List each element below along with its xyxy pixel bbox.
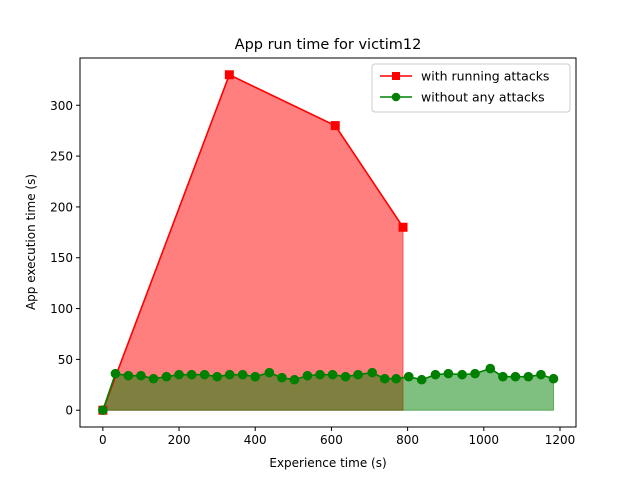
series-2-point xyxy=(264,367,275,378)
x-tick-label: 1000 xyxy=(469,433,500,447)
series-2-point xyxy=(416,374,427,385)
series-2-point xyxy=(391,373,401,384)
series-2-point xyxy=(136,370,146,381)
series-2-point xyxy=(510,371,521,382)
series-2-point xyxy=(353,369,363,380)
series-1-point xyxy=(224,70,234,80)
legend-label-2: without any attacks xyxy=(421,90,545,105)
series-2-point xyxy=(302,370,313,381)
series-2-point xyxy=(315,369,325,380)
x-tick-label: 200 xyxy=(168,433,191,447)
series-2-point xyxy=(212,371,222,382)
series-2-point xyxy=(485,363,496,374)
series-2-point xyxy=(289,374,300,385)
series-2-point xyxy=(443,368,454,379)
series-2-point xyxy=(174,369,184,380)
series-2-point xyxy=(536,369,546,380)
series-2-point xyxy=(199,369,210,380)
series-2-point xyxy=(98,405,108,416)
series-2-point xyxy=(250,371,261,382)
series-2-point xyxy=(498,371,508,382)
legend-box xyxy=(371,63,571,113)
y-tick-label: 300 xyxy=(50,99,73,113)
x-tick-label: 0 xyxy=(99,433,107,447)
series-2-point xyxy=(224,369,235,380)
legend: with running attacks without any attacks xyxy=(371,63,571,113)
axes-frame xyxy=(79,57,577,428)
series-2-point xyxy=(403,371,414,382)
series-1-line xyxy=(102,73,404,411)
series-2-point xyxy=(523,371,534,382)
series-2-point xyxy=(548,373,559,384)
series-2-point xyxy=(340,371,351,382)
x-tick-label: 600 xyxy=(320,433,343,447)
y-tick-label: 150 xyxy=(50,251,73,265)
series-2-point xyxy=(161,371,172,382)
x-tick-label: 400 xyxy=(244,433,267,447)
series-2-point xyxy=(237,369,248,380)
series-2-point xyxy=(327,369,338,380)
series-1-point xyxy=(398,222,408,232)
x-tick-label: 800 xyxy=(396,433,419,447)
series-2-point xyxy=(457,369,467,380)
axis-ticks: 0 200 400 600 800 1000 1200 0 50 100 150 200 250 300 xyxy=(50,99,575,447)
series-2-point xyxy=(123,370,134,381)
chart-title: App run time for victim12 xyxy=(235,37,422,53)
y-tick-label: 200 xyxy=(50,200,73,214)
series-2-point xyxy=(148,373,159,384)
x-axis-label: Experience time (s) xyxy=(269,456,386,470)
series-2-point xyxy=(110,368,121,379)
plot-area xyxy=(98,70,559,416)
series-2-point xyxy=(186,369,197,380)
y-axis-label: App execution time (s) xyxy=(24,174,38,310)
y-tick-label: 100 xyxy=(50,302,73,316)
series-2-point xyxy=(367,367,377,378)
legend-marker-1 xyxy=(392,72,400,80)
y-tick-label: 250 xyxy=(50,150,73,164)
series-2-point xyxy=(379,373,390,384)
series-2-point xyxy=(277,372,287,383)
series-1-area xyxy=(102,74,404,411)
series-2-point xyxy=(430,369,441,380)
x-tick-label: 1200 xyxy=(545,433,576,447)
y-tick-label: 50 xyxy=(58,353,73,367)
legend-label-1: with running attacks xyxy=(421,69,549,84)
series-1-point xyxy=(330,121,340,131)
series-2-point xyxy=(470,368,480,379)
legend-marker-2 xyxy=(391,92,401,102)
y-tick-label: 0 xyxy=(65,404,73,418)
